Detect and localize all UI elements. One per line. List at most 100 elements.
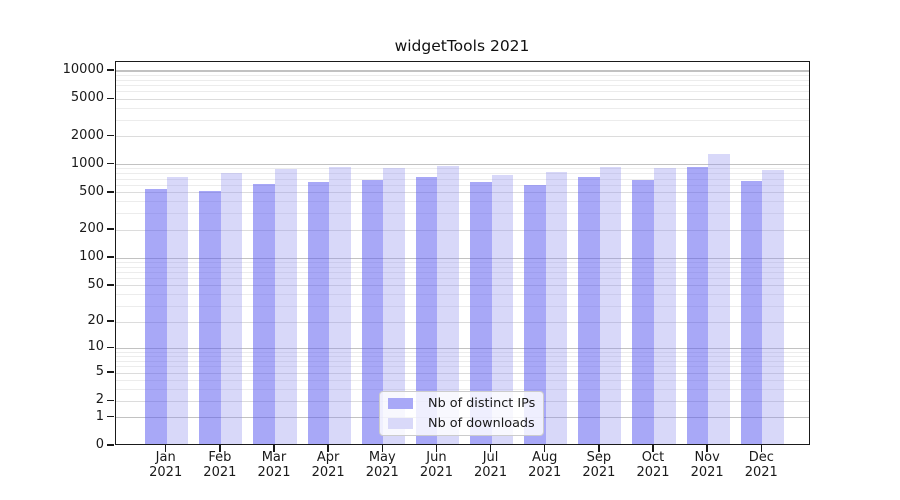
bar-downloads-oct xyxy=(654,168,676,444)
bar-downloads-aug xyxy=(545,172,568,444)
bar-downloads-sep xyxy=(599,167,622,444)
gridline-labeled xyxy=(115,321,809,323)
x-tick-label-jul: Jul 2021 xyxy=(474,450,508,480)
x-tick-label-jan: Jan 2021 xyxy=(149,450,183,480)
y-tick-mark xyxy=(107,371,114,373)
bar-distinct-ips-nov xyxy=(686,167,709,444)
gridline-labeled xyxy=(115,192,809,194)
y-tick-mark xyxy=(107,399,114,401)
x-tick-mark xyxy=(652,445,654,452)
gridline-labeled xyxy=(115,285,809,287)
x-tick-mark xyxy=(760,445,762,452)
x-tick-label-dec: Dec 2021 xyxy=(744,450,778,480)
x-tick-mark xyxy=(327,445,329,452)
y-tick-label: 20 xyxy=(87,313,104,329)
bar-downloads-jan xyxy=(166,176,189,444)
x-tick-label-nov: Nov 2021 xyxy=(690,450,724,480)
y-tick-label: 5000 xyxy=(70,90,104,106)
gridline-minor xyxy=(115,360,809,362)
gridline-minor xyxy=(115,178,809,180)
gridline-minor xyxy=(115,173,809,175)
gridline-minor xyxy=(115,184,809,186)
gridline-labeled xyxy=(115,98,809,100)
gridline-minor xyxy=(115,351,809,353)
gridline-minor xyxy=(115,271,809,273)
gridline-labeled xyxy=(115,372,809,374)
gridline-minor xyxy=(115,79,809,81)
y-tick-label: 1000 xyxy=(70,155,104,171)
x-tick-label-oct: Oct 2021 xyxy=(636,450,670,480)
bar-distinct-ips-apr xyxy=(307,182,330,444)
y-tick-label: 10000 xyxy=(62,61,104,77)
gridline-minor xyxy=(115,356,809,358)
x-tick-mark xyxy=(381,445,383,452)
gridline-minor xyxy=(115,201,809,203)
x-tick-mark xyxy=(489,445,492,452)
y-tick-mark xyxy=(107,346,114,349)
y-tick-mark xyxy=(107,69,114,71)
gridline-minor xyxy=(115,261,809,263)
bar-distinct-ips-sep xyxy=(578,177,600,444)
x-tick-mark xyxy=(706,445,708,452)
bar-downloads-jun xyxy=(437,165,460,444)
x-tick-label-feb: Feb 2021 xyxy=(203,450,237,480)
legend-label-downloads: Nb of downloads xyxy=(428,416,535,431)
y-tick-label: 0 xyxy=(95,437,104,452)
x-tick-label-may: May 2021 xyxy=(365,450,399,480)
x-tick-label-mar: Mar 2021 xyxy=(257,450,291,480)
chart-title: widgetTools 2021 xyxy=(394,37,530,55)
gridline-minor xyxy=(115,266,809,268)
bar-downloads-mar xyxy=(274,168,297,444)
x-tick-label-sep: Sep 2021 xyxy=(582,450,616,480)
y-tick-label: 2000 xyxy=(70,127,104,143)
bar-downloads-may xyxy=(383,167,405,444)
gridline-minor xyxy=(115,74,809,76)
gridline-minor xyxy=(115,168,809,170)
bar-downloads-nov xyxy=(708,153,730,444)
plot-area xyxy=(114,61,810,445)
legend-entry-downloads: Nb of downloads xyxy=(388,415,537,432)
y-tick-label: 200 xyxy=(79,221,104,237)
y-tick-label: 10 xyxy=(87,339,104,355)
x-tick-mark xyxy=(219,445,221,452)
bar-distinct-ips-dec xyxy=(740,180,763,444)
gridline-minor xyxy=(115,389,809,391)
x-tick-label-jun: Jun 2021 xyxy=(419,450,453,480)
y-tick-mark xyxy=(107,97,114,99)
gridline-minor xyxy=(115,213,809,215)
y-tick-label: 100 xyxy=(79,249,104,265)
bar-downloads-apr xyxy=(329,167,351,444)
bar-distinct-ips-mar xyxy=(253,183,275,444)
y-tick-mark xyxy=(107,284,114,286)
gridline-minor xyxy=(115,379,809,381)
bar-distinct-ips-jun xyxy=(415,177,438,444)
y-tick-mark xyxy=(107,228,114,230)
gridline-minor xyxy=(115,278,809,280)
bar-distinct-ips-aug xyxy=(524,184,546,444)
y-tick-mark xyxy=(107,320,114,322)
bar-downloads-feb xyxy=(220,172,243,444)
y-tick-label: 5 xyxy=(95,364,104,380)
y-tick-mark xyxy=(107,134,114,137)
bar-distinct-ips-jul xyxy=(469,181,492,444)
y-tick-mark xyxy=(107,256,114,258)
x-tick-label-aug: Aug 2021 xyxy=(528,450,562,480)
legend-label-distinct-ips: Nb of distinct IPs xyxy=(428,396,536,411)
legend-entry-distinct-ips: Nb of distinct IPs xyxy=(388,395,537,412)
gridline-minor xyxy=(115,107,809,109)
y-tick-mark xyxy=(107,163,114,165)
legend-swatch-downloads xyxy=(388,418,413,429)
gridline-minor xyxy=(115,305,809,307)
x-tick-mark xyxy=(598,445,600,452)
y-tick-mark xyxy=(107,444,114,446)
gridline-minor xyxy=(115,366,809,368)
y-tick-mark xyxy=(107,416,114,418)
gridline-minor xyxy=(115,91,809,93)
gridline-labeled xyxy=(115,136,809,137)
bar-distinct-ips-may xyxy=(361,180,384,444)
y-tick-mark xyxy=(107,191,114,193)
x-tick-mark xyxy=(544,445,546,452)
y-tick-label: 2 xyxy=(95,392,104,408)
x-tick-mark xyxy=(435,445,438,452)
